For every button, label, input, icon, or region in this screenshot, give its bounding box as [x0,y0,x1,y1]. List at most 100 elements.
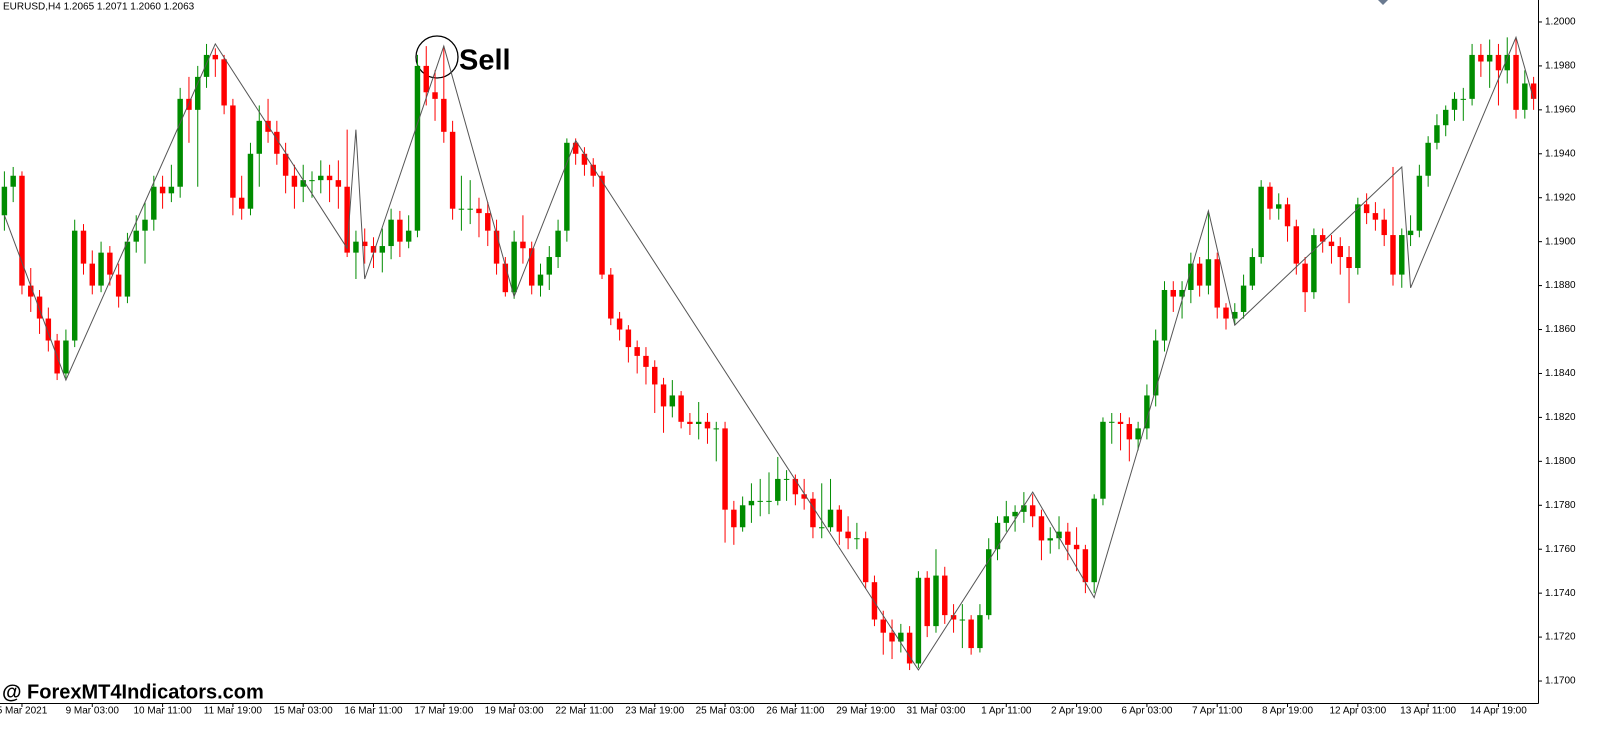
x-tick-label: 19 Mar 03:00 [485,706,544,717]
candle-body [1425,142,1431,176]
candle-body [353,241,359,253]
candle-body [1486,54,1493,62]
candle-body [326,175,333,181]
candle-body [458,208,465,210]
candle-body [1223,307,1229,319]
zigzag-line [3,35,1535,671]
candle-body [643,355,649,367]
candle-body [379,246,386,253]
candle-body [115,274,122,297]
candle-body [89,263,96,286]
candle-body [397,219,403,242]
x-tick-label: 17 Mar 19:00 [414,706,473,717]
candle-body [1038,516,1045,541]
candle-body [1100,421,1106,499]
candle-body [801,494,807,499]
candle-body [1451,98,1458,110]
candle-body [36,296,43,319]
candle-body [1363,204,1370,214]
candle-body [950,615,957,620]
candle-body [344,186,350,253]
x-tick-label: 23 Mar 19:00 [625,706,684,717]
candle-body [467,208,473,210]
y-tick-label: 1.1960 [1545,104,1576,115]
y-tick-label: 1.1980 [1545,61,1576,72]
candle-body [1504,54,1510,71]
candle-body [1469,54,1475,99]
candle-body [1522,83,1528,110]
candle-body [291,175,298,187]
candle-body [1196,263,1203,286]
candle-body [124,241,131,297]
candle-body [1144,395,1150,429]
candle-body [1267,186,1273,209]
candle-body [107,252,113,275]
candle-body [335,180,342,187]
x-tick-label: 12 Apr 03:00 [1329,706,1386,717]
shift-marker [1378,0,1388,5]
candle-body [564,142,570,231]
candle-body [1117,421,1124,424]
signal-circle [415,35,459,79]
y-tick-label: 1.1700 [1545,676,1576,687]
candle-body [669,395,676,407]
candle-body [546,257,553,275]
x-tick-label: 11 Mar 19:00 [204,706,263,717]
candle-body [898,632,904,642]
candle-body [1003,516,1010,523]
candle-body [634,347,640,356]
candle-body [942,575,948,616]
candle-body [722,428,728,510]
candle-body [1179,289,1185,297]
candle-body [362,241,368,247]
candle-body [511,241,517,293]
candle-body [1188,263,1194,290]
candle-body [1495,54,1502,71]
x-tick-label: 1 Apr 11:00 [981,706,1032,717]
candle-body [783,478,790,480]
candle-body [537,274,544,286]
candle-body [652,366,658,385]
y-tick-label: 1.1840 [1545,368,1576,379]
candle-body [581,153,588,165]
candle-body [1328,241,1335,247]
candle-body [441,98,447,132]
candle-body [1056,531,1062,539]
y-tick-label: 1.1800 [1545,456,1576,467]
candle-body [1012,511,1018,517]
y-tick-label: 1.1940 [1545,148,1576,159]
x-tick-label: 29 Mar 19:00 [836,706,895,717]
y-tick-label: 1.1920 [1545,192,1576,203]
candle-body [388,219,394,247]
candle-body [854,538,860,540]
candle-body [880,619,886,633]
x-tick-label: 13 Apr 11:00 [1400,706,1456,717]
y-tick-label: 1.1740 [1545,588,1576,599]
y-tick-label: 1.1880 [1545,280,1576,291]
candle-body [1214,259,1220,308]
candle-body [915,577,922,664]
x-tick-label: 8 Apr 19:00 [1262,706,1314,717]
candle-body [133,230,139,242]
candle-body [616,318,623,330]
candle-body [449,131,456,209]
candle-body [238,197,245,209]
candle-body [1530,83,1537,99]
candle-body [63,340,69,374]
candle-body [1346,257,1352,269]
candle-body [608,274,614,319]
candle-body [678,395,684,422]
watermark: @ ForexMT4Indicators.com [2,681,264,703]
candle-body [71,230,78,341]
candle-body [1258,186,1264,258]
candle-body [1460,98,1467,100]
candle-body [1135,428,1141,440]
candle-body [1170,289,1176,297]
candle-body [318,175,324,181]
candle-body [977,615,983,649]
signal-label: Sell [459,45,511,77]
candle-body [493,230,500,264]
candle-body [687,421,693,424]
candle-body [1442,109,1449,126]
candle-body [28,285,34,297]
